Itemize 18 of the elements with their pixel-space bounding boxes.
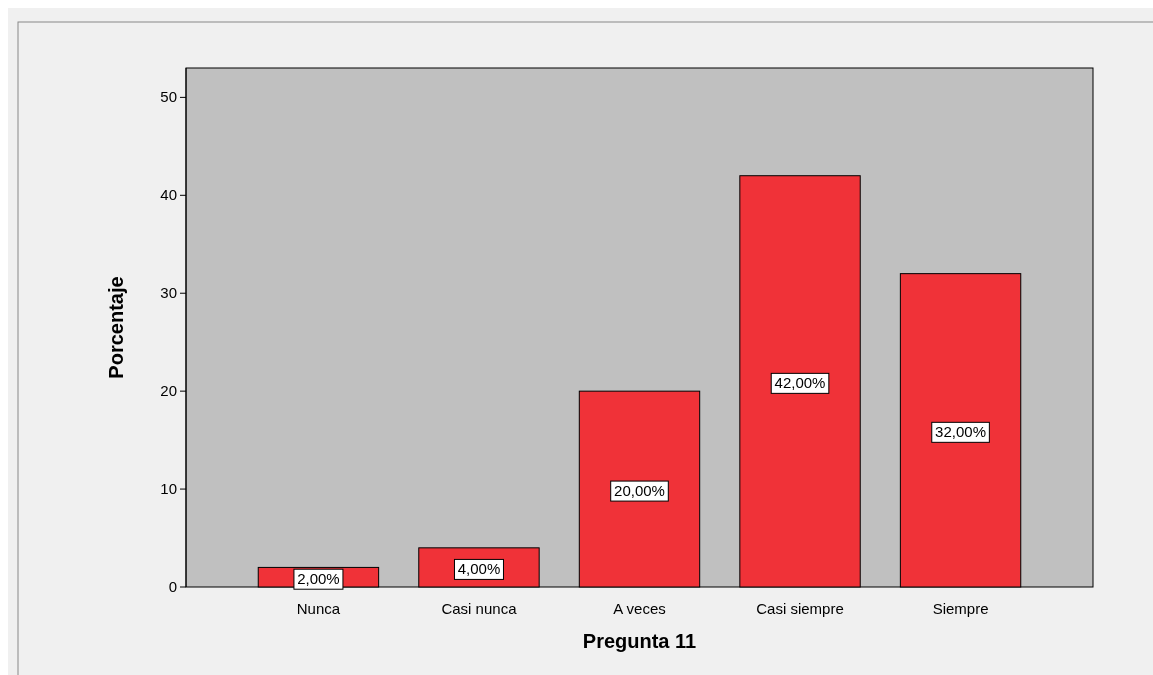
data-label: 20,00% — [614, 482, 665, 500]
x-tick-label: Casi siempre — [756, 600, 844, 617]
y-tick-label: 20 — [160, 382, 177, 400]
y-tick-label: 10 — [160, 480, 177, 498]
data-label: 42,00% — [774, 374, 826, 392]
x-tick-label: A veces — [613, 600, 666, 617]
x-tick-label: Nunca — [296, 600, 341, 617]
data-label: 4,00% — [457, 560, 501, 578]
y-tick-label: 40 — [160, 186, 177, 204]
x-axis-title: Pregunta 11 — [582, 630, 697, 652]
y-tick-label: 30 — [160, 284, 177, 302]
data-label: 2,00% — [297, 570, 340, 588]
data-label: 32,00% — [935, 423, 986, 441]
x-tick-label: Siempre — [932, 600, 989, 617]
y-tick-label: 50 — [160, 88, 177, 106]
x-tick-label: Casi nunca — [441, 600, 518, 617]
y-axis-title: Porcentaje — [105, 276, 127, 379]
y-tick-label: 0 — [168, 578, 177, 595]
